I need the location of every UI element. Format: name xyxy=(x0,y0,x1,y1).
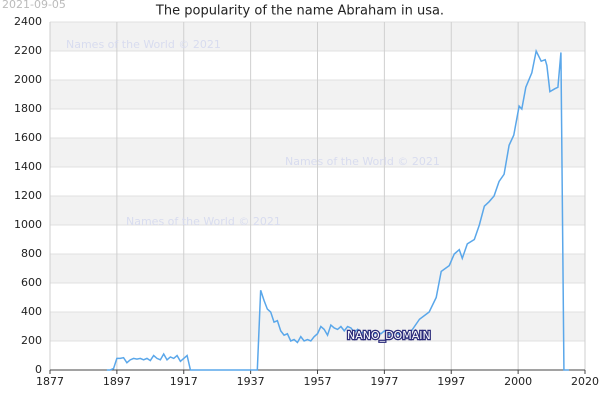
y-tick-label: 800 xyxy=(21,247,42,260)
x-tick-label: 2020 xyxy=(571,375,599,388)
y-tick-label: 1400 xyxy=(14,160,42,173)
y-tick-label: 1200 xyxy=(14,189,42,202)
x-tick-label: 1897 xyxy=(103,375,131,388)
x-tick-label: 1977 xyxy=(370,375,398,388)
x-tick-label: 1937 xyxy=(237,375,265,388)
grid xyxy=(49,21,586,371)
y-tick-label: 0 xyxy=(35,363,42,376)
y-tick-label: 1800 xyxy=(14,102,42,115)
annotation: NANO_DOMAIN xyxy=(347,329,431,342)
y-tick-label: 1000 xyxy=(14,218,42,231)
date-stamp: 2021-09-05 xyxy=(2,0,66,11)
y-tick-label: 200 xyxy=(21,334,42,347)
chart-title: The popularity of the name Abraham in us… xyxy=(155,4,444,19)
y-tick-label: 400 xyxy=(21,305,42,318)
y-tick-label: 2200 xyxy=(14,44,42,57)
line-series xyxy=(106,48,569,371)
watermark: Names of the World © 2021 xyxy=(126,215,281,228)
x-tick-label: 1997 xyxy=(437,375,465,388)
x-tick-label: 1957 xyxy=(304,375,332,388)
y-tick-label: 1600 xyxy=(14,131,42,144)
x-tick-label: 1917 xyxy=(170,375,198,388)
y-tick-label: 600 xyxy=(21,276,42,289)
x-tick-label: 2000 xyxy=(504,375,532,388)
watermark: Names of the World © 2021 xyxy=(285,155,440,168)
watermark: Names of the World © 2021 xyxy=(66,38,221,51)
y-tick-label: 2000 xyxy=(14,73,42,86)
x-tick-label: 1877 xyxy=(36,375,64,388)
y-tick-label: 2400 xyxy=(14,15,42,28)
